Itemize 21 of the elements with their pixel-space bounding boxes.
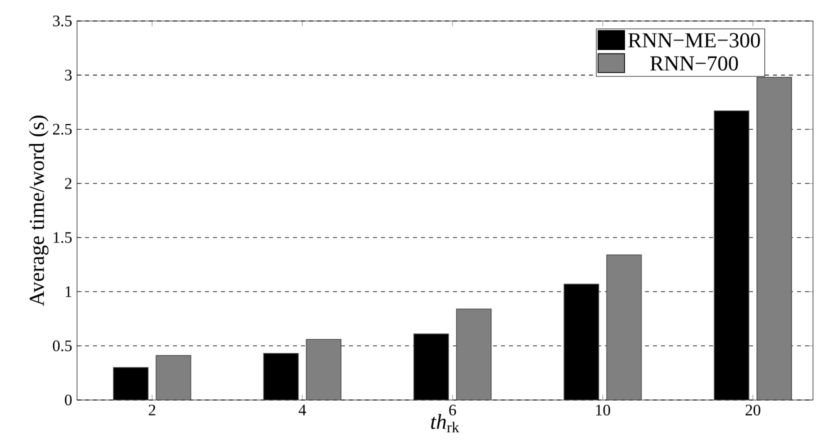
- bar: [156, 355, 192, 400]
- bar: [456, 308, 492, 400]
- y-tick-label: 3: [65, 70, 72, 80]
- y-tick-label: 1: [66, 286, 72, 297]
- y-tick-label: 2: [65, 178, 72, 189]
- y-tick-label: 0.5: [52, 340, 72, 352]
- x-tick-label: 2: [148, 404, 156, 416]
- bar: [306, 338, 342, 400]
- y-tick-label: 3.5: [53, 16, 72, 26]
- bar: [756, 76, 792, 400]
- legend-label: RNN−700: [650, 56, 738, 71]
- y-tick-label: 2.5: [53, 124, 72, 135]
- y-tick-label: 0: [64, 394, 72, 406]
- x-tick-label: 20: [746, 404, 760, 416]
- legend-label: RNN−ME−300: [628, 33, 760, 48]
- bar: [606, 254, 642, 400]
- x-tick-label: 10: [596, 404, 610, 416]
- y-axis-title: Average time/word (s): [29, 116, 48, 306]
- y-tick-label: 1.5: [54, 232, 72, 243]
- x-tick-label: 6: [449, 404, 456, 416]
- x-tick-label: 4: [298, 404, 306, 416]
